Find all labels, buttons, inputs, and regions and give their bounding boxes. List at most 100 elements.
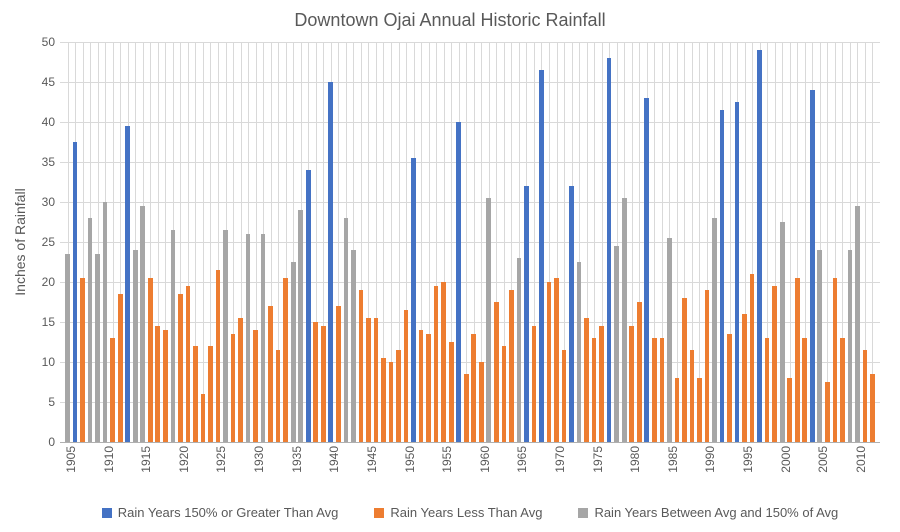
y-tick: 45 bbox=[42, 75, 55, 89]
bar-1924 bbox=[201, 394, 206, 442]
bar-1954 bbox=[426, 334, 431, 442]
x-tick: 2005 bbox=[816, 446, 830, 473]
bar-1913 bbox=[118, 294, 123, 442]
bar-1912 bbox=[110, 338, 115, 442]
bar-1930 bbox=[246, 234, 251, 442]
bar-1961 bbox=[479, 362, 484, 442]
plot-area bbox=[60, 42, 880, 443]
bar-1995 bbox=[735, 102, 740, 442]
bar-1914 bbox=[125, 126, 130, 442]
bar-2004 bbox=[802, 338, 807, 442]
x-tick: 1970 bbox=[553, 446, 567, 473]
legend-swatch-high bbox=[102, 508, 112, 518]
bar-1958 bbox=[456, 122, 461, 442]
bar-1933 bbox=[268, 306, 273, 442]
y-axis-label-wrap: Inches of Rainfall bbox=[10, 42, 30, 442]
legend-swatch-low bbox=[374, 508, 384, 518]
bar-1977 bbox=[599, 326, 604, 442]
x-tick: 1930 bbox=[252, 446, 266, 473]
x-tick: 1960 bbox=[478, 446, 492, 473]
bar-2011 bbox=[855, 206, 860, 442]
x-tick: 1910 bbox=[102, 446, 116, 473]
hgrid bbox=[60, 42, 880, 43]
bar-1918 bbox=[155, 326, 160, 442]
bar-1963 bbox=[494, 302, 499, 442]
bar-1989 bbox=[690, 350, 695, 442]
bar-1908 bbox=[80, 278, 85, 442]
bar-1999 bbox=[765, 338, 770, 442]
x-tick: 1935 bbox=[290, 446, 304, 473]
bar-1985 bbox=[660, 338, 665, 442]
bar-1960 bbox=[471, 334, 476, 442]
bar-1937 bbox=[298, 210, 303, 442]
y-tick: 25 bbox=[42, 235, 55, 249]
bar-1928 bbox=[231, 334, 236, 442]
bar-1946 bbox=[366, 318, 371, 442]
bar-2005 bbox=[810, 90, 815, 442]
bar-1907 bbox=[73, 142, 78, 442]
bar-1926 bbox=[216, 270, 221, 442]
bar-2009 bbox=[840, 338, 845, 442]
x-tick: 1980 bbox=[628, 446, 642, 473]
bar-1967 bbox=[524, 186, 529, 442]
bar-1982 bbox=[637, 302, 642, 442]
bar-1910 bbox=[95, 254, 100, 442]
x-tick: 1995 bbox=[741, 446, 755, 473]
bar-1915 bbox=[133, 250, 138, 442]
x-tick: 1940 bbox=[327, 446, 341, 473]
y-tick: 0 bbox=[48, 435, 55, 449]
bar-1923 bbox=[193, 346, 198, 442]
x-tick: 2000 bbox=[779, 446, 793, 473]
y-tick: 50 bbox=[42, 35, 55, 49]
bar-1998 bbox=[757, 50, 762, 442]
x-tick: 1945 bbox=[365, 446, 379, 473]
vgrid bbox=[203, 42, 204, 442]
bar-1927 bbox=[223, 230, 228, 442]
bar-1971 bbox=[554, 278, 559, 442]
y-tick: 40 bbox=[42, 115, 55, 129]
bar-1953 bbox=[419, 330, 424, 442]
y-axis-label: Inches of Rainfall bbox=[12, 188, 28, 295]
legend-item-high: Rain Years 150% or Greater Than Avg bbox=[102, 505, 339, 520]
bar-1939 bbox=[313, 322, 318, 442]
bar-1966 bbox=[517, 258, 522, 442]
bar-1975 bbox=[584, 318, 589, 442]
bar-1968 bbox=[532, 326, 537, 442]
x-tick: 1990 bbox=[703, 446, 717, 473]
legend: Rain Years 150% or Greater Than Avg Rain… bbox=[60, 505, 880, 520]
bar-1955 bbox=[434, 286, 439, 442]
bar-1964 bbox=[502, 346, 507, 442]
legend-item-low: Rain Years Less Than Avg bbox=[374, 505, 542, 520]
bar-1920 bbox=[171, 230, 176, 442]
bar-1916 bbox=[140, 206, 145, 442]
bar-1925 bbox=[208, 346, 213, 442]
bar-1948 bbox=[381, 358, 386, 442]
y-tick: 20 bbox=[42, 275, 55, 289]
bar-2000 bbox=[772, 286, 777, 442]
bar-1956 bbox=[441, 282, 446, 442]
bar-1909 bbox=[88, 218, 93, 442]
bar-1945 bbox=[359, 290, 364, 442]
legend-swatch-mid bbox=[578, 508, 588, 518]
bar-1917 bbox=[148, 278, 153, 442]
bar-1922 bbox=[186, 286, 191, 442]
bar-1942 bbox=[336, 306, 341, 442]
bar-1974 bbox=[577, 262, 582, 442]
bar-1932 bbox=[261, 234, 266, 442]
bar-1996 bbox=[742, 314, 747, 442]
bar-1957 bbox=[449, 342, 454, 442]
bar-1911 bbox=[103, 202, 108, 442]
bar-1931 bbox=[253, 330, 258, 442]
bar-1988 bbox=[682, 298, 687, 442]
bar-1991 bbox=[705, 290, 710, 442]
bar-1972 bbox=[562, 350, 567, 442]
legend-item-mid: Rain Years Between Avg and 150% of Avg bbox=[578, 505, 838, 520]
x-tick: 1955 bbox=[440, 446, 454, 473]
bar-1973 bbox=[569, 186, 574, 442]
bar-1984 bbox=[652, 338, 657, 442]
bar-2006 bbox=[817, 250, 822, 442]
bar-1993 bbox=[720, 110, 725, 442]
y-tick: 10 bbox=[42, 355, 55, 369]
x-tick: 1905 bbox=[64, 446, 78, 473]
y-tick: 35 bbox=[42, 155, 55, 169]
